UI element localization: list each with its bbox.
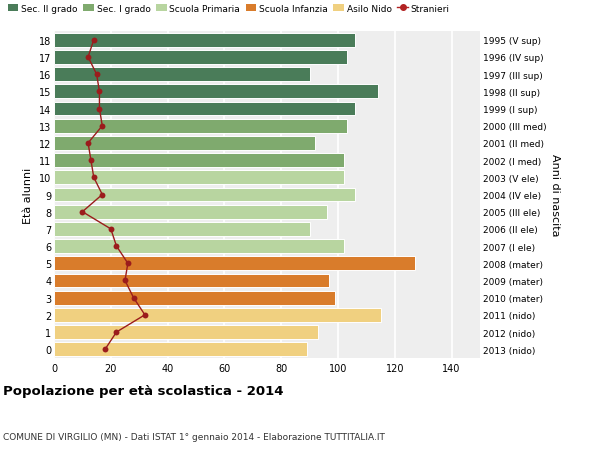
Bar — [54, 85, 378, 99]
Point — [112, 329, 121, 336]
Text: Popolazione per età scolastica - 2014: Popolazione per età scolastica - 2014 — [3, 384, 284, 397]
Bar — [54, 223, 310, 236]
Point — [89, 174, 98, 182]
Point — [100, 346, 110, 353]
Bar — [54, 137, 315, 151]
Y-axis label: Anni di nascita: Anni di nascita — [550, 154, 560, 236]
Bar — [54, 342, 307, 356]
Point — [97, 123, 107, 130]
Bar — [54, 154, 344, 168]
Bar — [54, 171, 344, 185]
Text: COMUNE DI VIRGILIO (MN) - Dati ISTAT 1° gennaio 2014 - Elaborazione TUTTITALIA.I: COMUNE DI VIRGILIO (MN) - Dati ISTAT 1° … — [3, 431, 385, 441]
Bar — [54, 291, 335, 305]
Bar — [54, 188, 355, 202]
Point — [123, 260, 133, 267]
Point — [106, 226, 116, 233]
Bar — [54, 51, 347, 65]
Point — [92, 71, 101, 78]
Bar — [54, 102, 355, 116]
Point — [83, 54, 93, 62]
Bar — [54, 257, 415, 270]
Bar — [54, 120, 347, 133]
Point — [120, 277, 130, 285]
Point — [112, 243, 121, 250]
Bar — [54, 274, 329, 288]
Bar — [54, 205, 326, 219]
Point — [83, 140, 93, 147]
Point — [140, 312, 149, 319]
Point — [95, 106, 104, 113]
Bar — [54, 34, 355, 48]
Bar — [54, 68, 310, 82]
Point — [77, 208, 87, 216]
Point — [95, 89, 104, 96]
Bar — [54, 308, 380, 322]
Point — [129, 294, 139, 302]
Point — [97, 191, 107, 199]
Bar — [54, 325, 318, 339]
Point — [89, 37, 98, 45]
Y-axis label: Età alunni: Età alunni — [23, 167, 33, 223]
Bar — [54, 240, 344, 253]
Point — [86, 157, 96, 164]
Legend: Sec. II grado, Sec. I grado, Scuola Primaria, Scuola Infanzia, Asilo Nido, Stran: Sec. II grado, Sec. I grado, Scuola Prim… — [8, 5, 450, 13]
